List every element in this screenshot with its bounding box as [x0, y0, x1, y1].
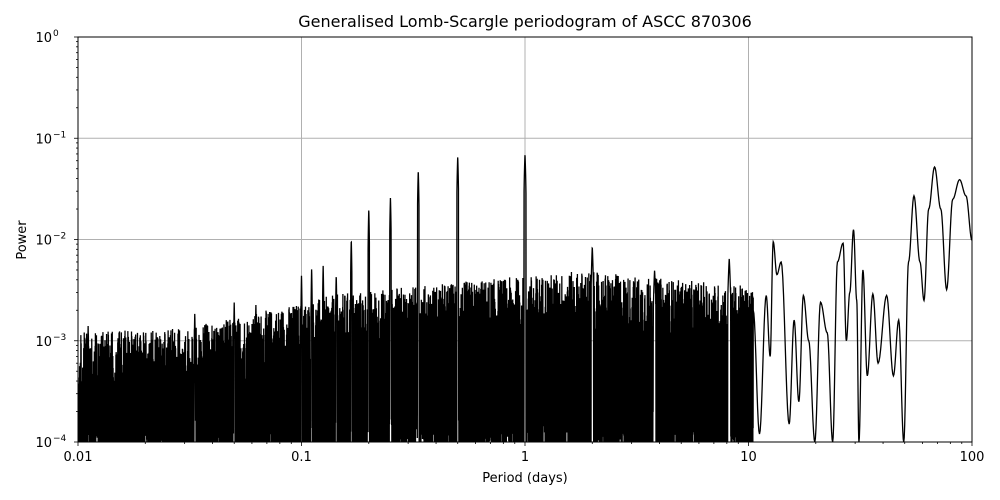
x-tick-label: 1 [521, 450, 529, 465]
x-axis-ticks: 0.01 0.1 1 10 100 [64, 442, 985, 465]
x-tick-label: 0.01 [64, 450, 93, 465]
power-line [78, 155, 972, 442]
x-tick-label: 100 [960, 450, 985, 465]
y-tick-label: 10 [35, 31, 52, 46]
x-axis-label: Period (days) [482, 471, 568, 486]
y-tick-exponent: 0 [53, 29, 59, 39]
y-tick-exponent: −2 [53, 232, 66, 242]
x-tick-label: 10 [740, 450, 757, 465]
x-tick-label: 0.1 [291, 450, 312, 465]
y-axis-label: Power [15, 220, 30, 260]
y-tick-label: 10 [35, 132, 52, 147]
periodogram-series [78, 155, 972, 442]
y-tick-exponent: −4 [53, 434, 67, 444]
y-tick-label: 10 [35, 436, 52, 451]
y-tick-exponent: −3 [53, 333, 66, 343]
y-tick-label: 10 [35, 335, 52, 350]
y-tick-label: 10 [35, 234, 52, 249]
chart-title: Generalised Lomb-Scargle periodogram of … [298, 12, 752, 31]
y-tick-exponent: −1 [53, 130, 66, 140]
